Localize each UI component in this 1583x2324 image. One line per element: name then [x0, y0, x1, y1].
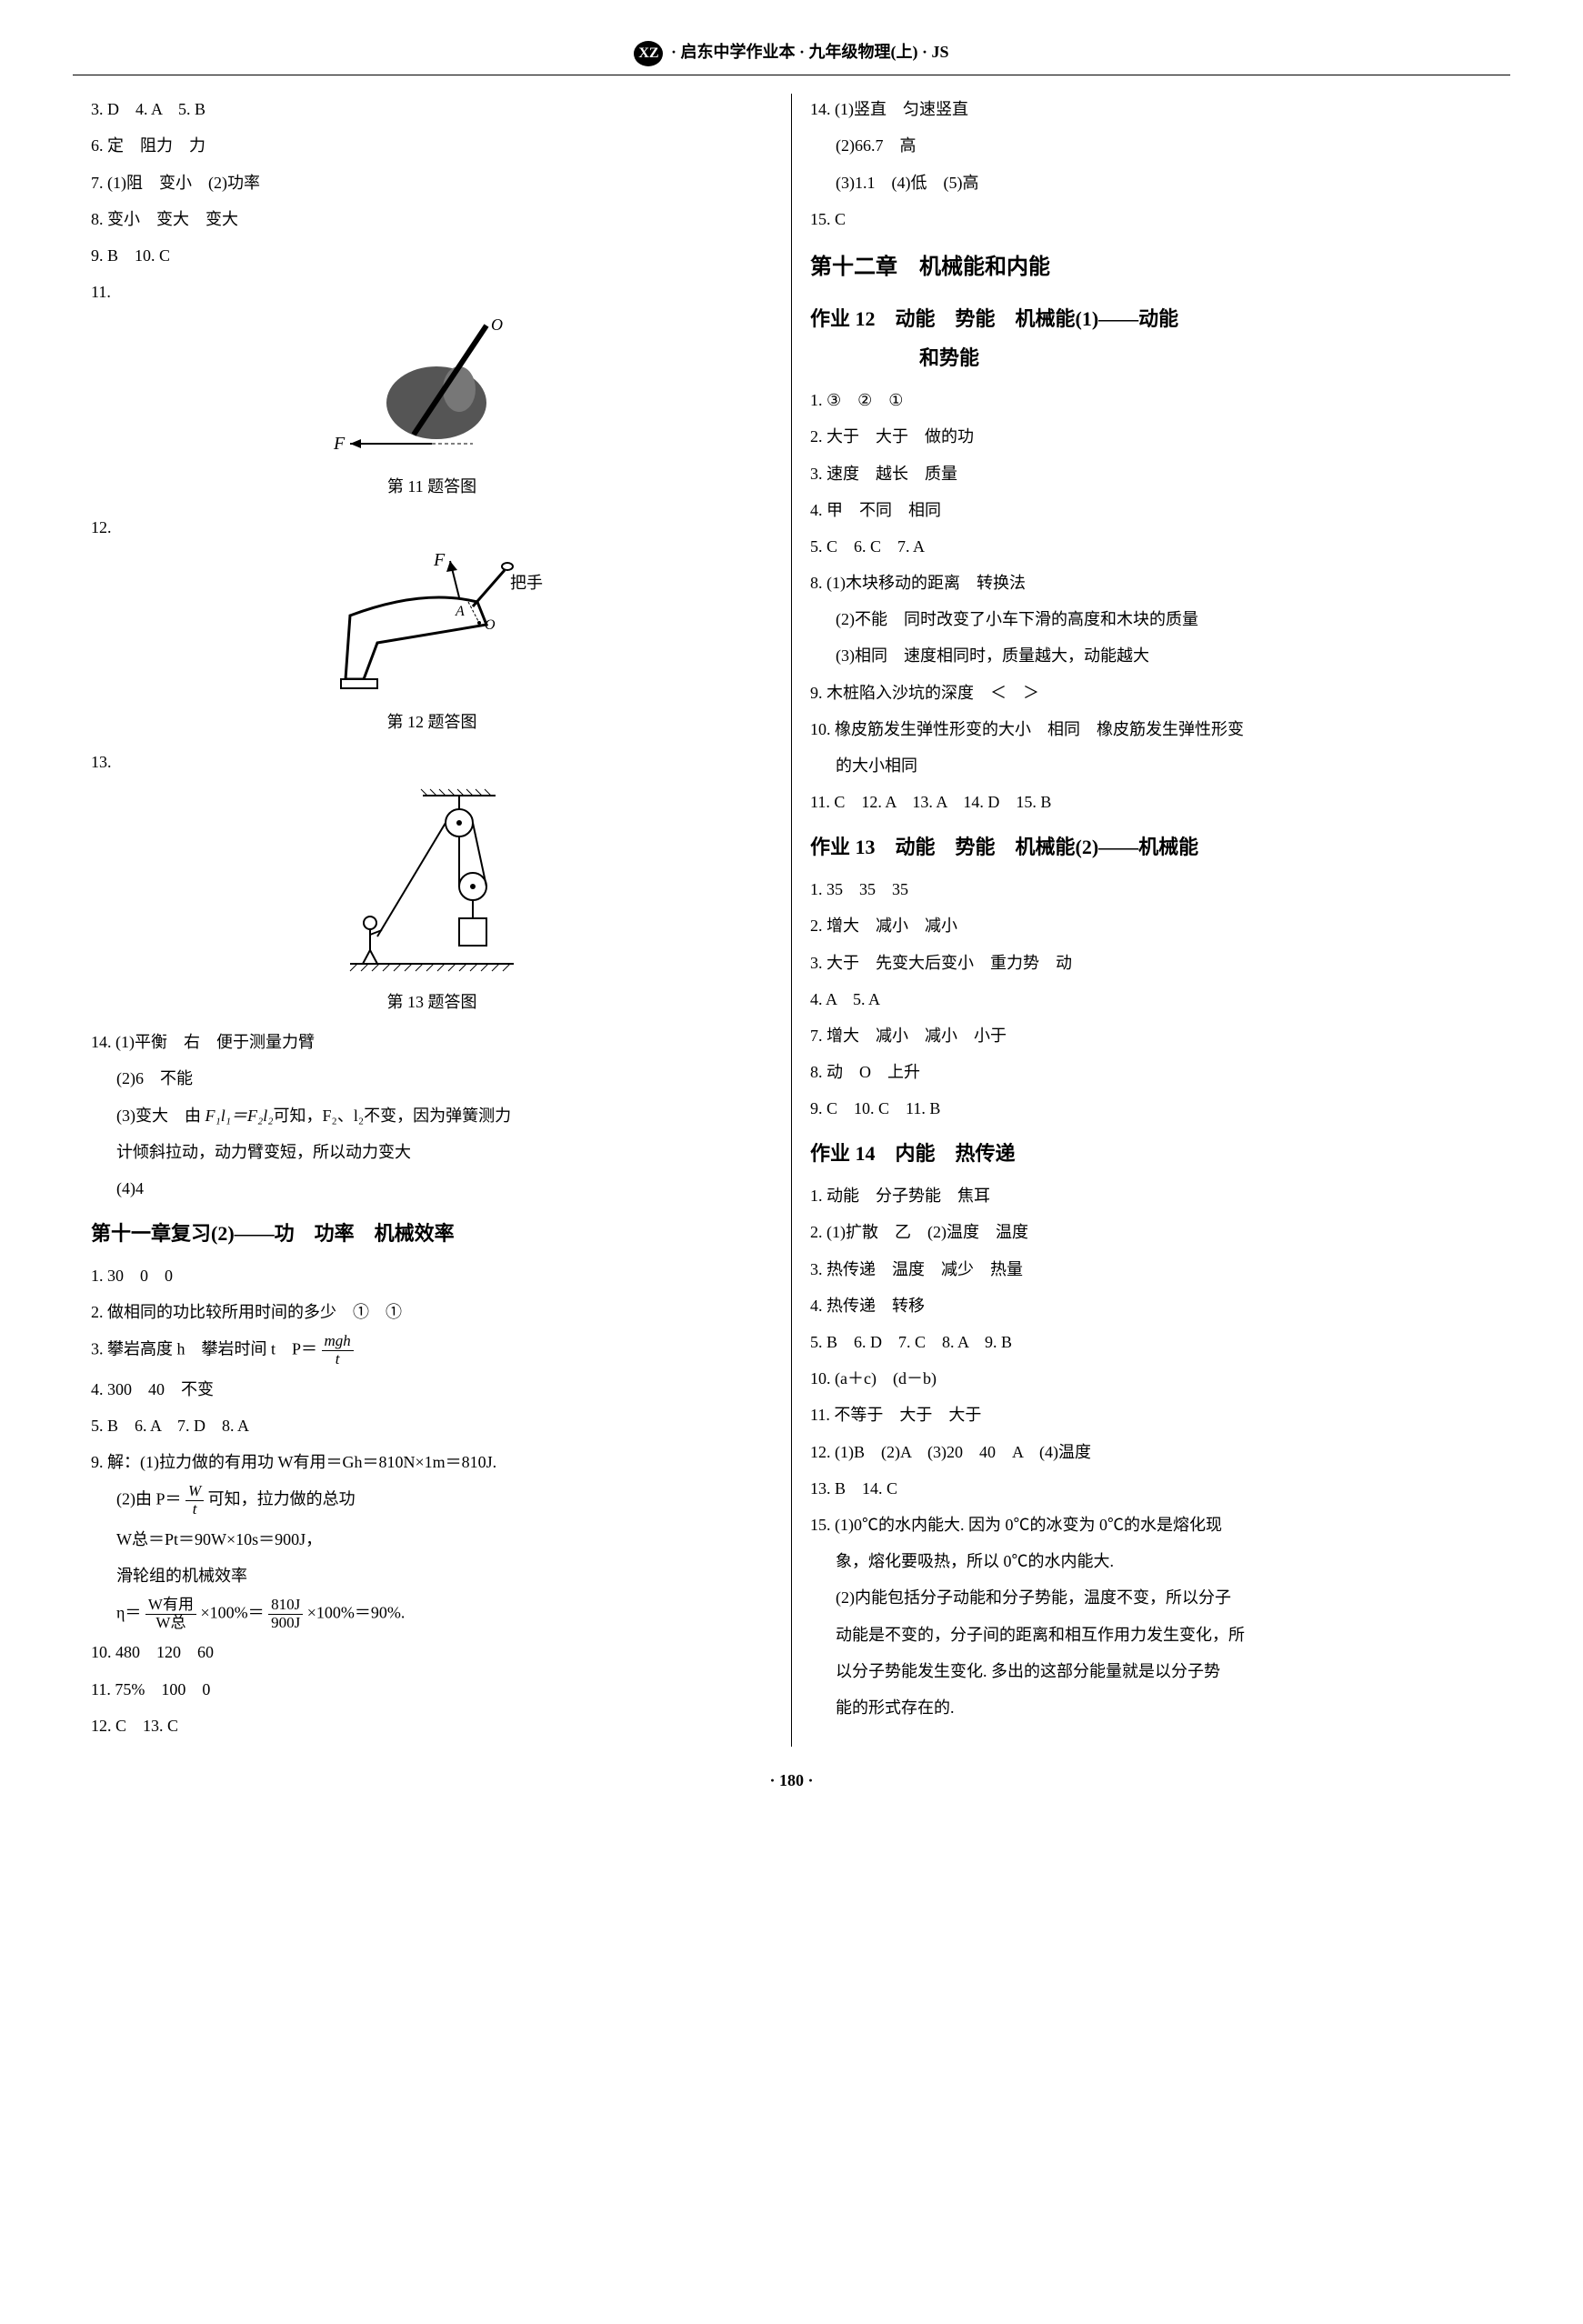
answer-line: 11. 不等于 大于 大于: [810, 1399, 1492, 1430]
homework-14-title: 作业 14 内能 热传递: [810, 1135, 1492, 1173]
label-O: O: [491, 316, 503, 334]
answer-line: 4. A 5. A: [810, 984, 1492, 1015]
answer-line: 能的形式存在的.: [810, 1692, 1492, 1723]
answer-line: 以分子势能发生变化. 多出的这部分能量就是以分子势: [810, 1656, 1492, 1687]
answer-line: (3)变大 由 F₁l₁＝F₂l₂可知，F₂、l₂不变，因为弹簧测力: [91, 1100, 773, 1131]
answer-line: 15. (1)0℃的水内能大. 因为 0℃的冰变为 0℃的水是熔化现: [810, 1509, 1492, 1540]
answer-line: 3. D 4. A 5. B: [91, 94, 773, 125]
answer-line: 9. C 10. C 11. B: [810, 1093, 1492, 1124]
svg-text:A: A: [455, 604, 465, 619]
answer-line: (4)4: [91, 1173, 773, 1204]
answer-line: 5. B 6. D 7. C 8. A 9. B: [810, 1327, 1492, 1357]
figure-11-caption: 第 11 题答图: [91, 471, 773, 502]
answer-line: 1. 动能 分子势能 焦耳: [810, 1180, 1492, 1211]
figure-11: O F: [91, 316, 773, 462]
answer-line: 7. 增大 减小 减小 小于: [810, 1020, 1492, 1051]
answer-line: (3)1.1 (4)低 (5)高: [810, 167, 1492, 198]
content-columns: 3. D 4. A 5. B 6. 定 阻力 力 7. (1)阻 变小 (2)功…: [73, 94, 1510, 1747]
answer-line: 2. (1)扩散 乙 (2)温度 温度: [810, 1217, 1492, 1247]
answer-line: 12. C 13. C: [91, 1710, 773, 1741]
answer-line: 11.: [91, 276, 773, 307]
answer-line: 3. 热传递 温度 减少 热量: [810, 1254, 1492, 1285]
answer-line: 8. 变小 变大 变大: [91, 204, 773, 235]
answer-line: 8. (1)木块移动的距离 转换法: [810, 567, 1492, 598]
answer-line: 9. B 10. C: [91, 240, 773, 271]
answer-line: 15. C: [810, 204, 1492, 235]
answer-line: (2)66.7 高: [810, 130, 1492, 161]
homework-13-title: 作业 13 动能 势能 机械能(2)——机械能: [810, 828, 1492, 866]
answer-line: W总＝Pt＝90W×10s＝900J，: [91, 1524, 773, 1555]
answer-line: 8. 动 O 上升: [810, 1057, 1492, 1087]
answer-line: 1. ③ ② ①: [810, 385, 1492, 416]
answer-line: 2. 增大 减小 减小: [810, 910, 1492, 941]
answer-line: 14. (1)竖直 匀速竖直: [810, 94, 1492, 125]
right-column: 14. (1)竖直 匀速竖直 (2)66.7 高 (3)1.1 (4)低 (5)…: [792, 94, 1510, 1747]
answer-line: 9. 解：(1)拉力做的有用功 W有用＝Gh＝810N×1m＝810J.: [91, 1447, 773, 1478]
chapter-12-title: 第十二章 机械能和内能: [810, 247, 1492, 289]
header-title: · 启东中学作业本 · 九年级物理(上) · JS: [671, 43, 949, 61]
answer-line: 5. B 6. A 7. D 8. A: [91, 1410, 773, 1441]
answer-line: 3. 攀岩高度 h 攀岩时间 t P＝ mght: [91, 1333, 773, 1367]
page-number: · 180 ·: [73, 1765, 1510, 1796]
answer-line: 滑轮组的机械效率: [91, 1560, 773, 1591]
answer-line: 5. C 6. C 7. A: [810, 531, 1492, 562]
answer-line: 13. B 14. C: [810, 1473, 1492, 1504]
figure-12: F 把手 A O: [91, 552, 773, 697]
answer-line: 11. 75% 100 0: [91, 1674, 773, 1705]
answer-line: 的大小相同: [810, 750, 1492, 781]
homework-12-title: 作业 12 动能 势能 机械能(1)——动能: [810, 300, 1492, 338]
label-F: F: [333, 434, 346, 454]
left-column: 3. D 4. A 5. B 6. 定 阻力 力 7. (1)阻 变小 (2)功…: [73, 94, 792, 1747]
answer-line: 1. 35 35 35: [810, 874, 1492, 905]
review2-title: 第十一章复习(2)——功 功率 机械效率: [91, 1215, 773, 1253]
answer-line: 10. 480 120 60: [91, 1637, 773, 1668]
answer-line: 11. C 12. A 13. A 14. D 15. B: [810, 786, 1492, 817]
page-header: XZ · 启东中学作业本 · 九年级物理(上) · JS: [73, 36, 1510, 75]
answer-line: 14. (1)平衡 右 便于测量力臂: [91, 1027, 773, 1057]
answer-line: η＝ W有用W总 ×100%＝ 810J900J ×100%＝90%.: [91, 1597, 773, 1631]
answer-line: 动能是不变的，分子间的距离和相互作用力发生变化，所: [810, 1619, 1492, 1650]
xz-badge: XZ: [634, 41, 663, 66]
answer-line: 3. 大于 先变大后变小 重力势 动: [810, 947, 1492, 978]
answer-line: 4. 甲 不同 相同: [810, 495, 1492, 526]
answer-line: 2. 大于 大于 做的功: [810, 421, 1492, 452]
svg-text:O: O: [485, 617, 496, 633]
answer-line: 6. 定 阻力 力: [91, 130, 773, 161]
answer-line: (2)内能包括分子动能和分子势能，温度不变，所以分子: [810, 1582, 1492, 1613]
answer-line: 10. 橡皮筋发生弹性形变的大小 相同 橡皮筋发生弹性形变: [810, 714, 1492, 745]
answer-line: 1. 30 0 0: [91, 1260, 773, 1291]
answer-line: 2. 做相同的功比较所用时间的多少 ① ①: [91, 1297, 773, 1327]
answer-line: 9. 木桩陷入沙坑的深度 ＜ ＞: [810, 677, 1492, 708]
answer-line: 7. (1)阻 变小 (2)功率: [91, 167, 773, 198]
figure-12-caption: 第 12 题答图: [91, 706, 773, 737]
svg-text:F: F: [433, 552, 446, 570]
svg-text:把手: 把手: [510, 574, 543, 592]
answer-line: 3. 速度 越长 质量: [810, 458, 1492, 489]
figure-13: [91, 786, 773, 977]
answer-line: 10. (a＋c) (d－b): [810, 1363, 1492, 1394]
answer-line: (2)6 不能: [91, 1063, 773, 1094]
figure-13-caption: 第 13 题答图: [91, 987, 773, 1017]
answer-line: 13.: [91, 746, 773, 777]
answer-line: 12. (1)B (2)A (3)20 40 A (4)温度: [810, 1437, 1492, 1468]
answer-line: (2)由 P＝ Wt 可知，拉力做的总功: [91, 1483, 773, 1518]
answer-line: (2)不能 同时改变了小车下滑的高度和木块的质量: [810, 604, 1492, 635]
answer-line: 4. 300 40 不变: [91, 1374, 773, 1405]
answer-line: (3)相同 速度相同时，质量越大，动能越大: [810, 640, 1492, 671]
answer-line: 4. 热传递 转移: [810, 1290, 1492, 1321]
homework-12-title-b: 和势能: [810, 339, 1492, 377]
answer-line: 象，熔化要吸热，所以 0℃的水内能大.: [810, 1546, 1492, 1577]
answer-line: 计倾斜拉动，动力臂变短，所以动力变大: [91, 1137, 773, 1167]
answer-line: 12.: [91, 512, 773, 543]
